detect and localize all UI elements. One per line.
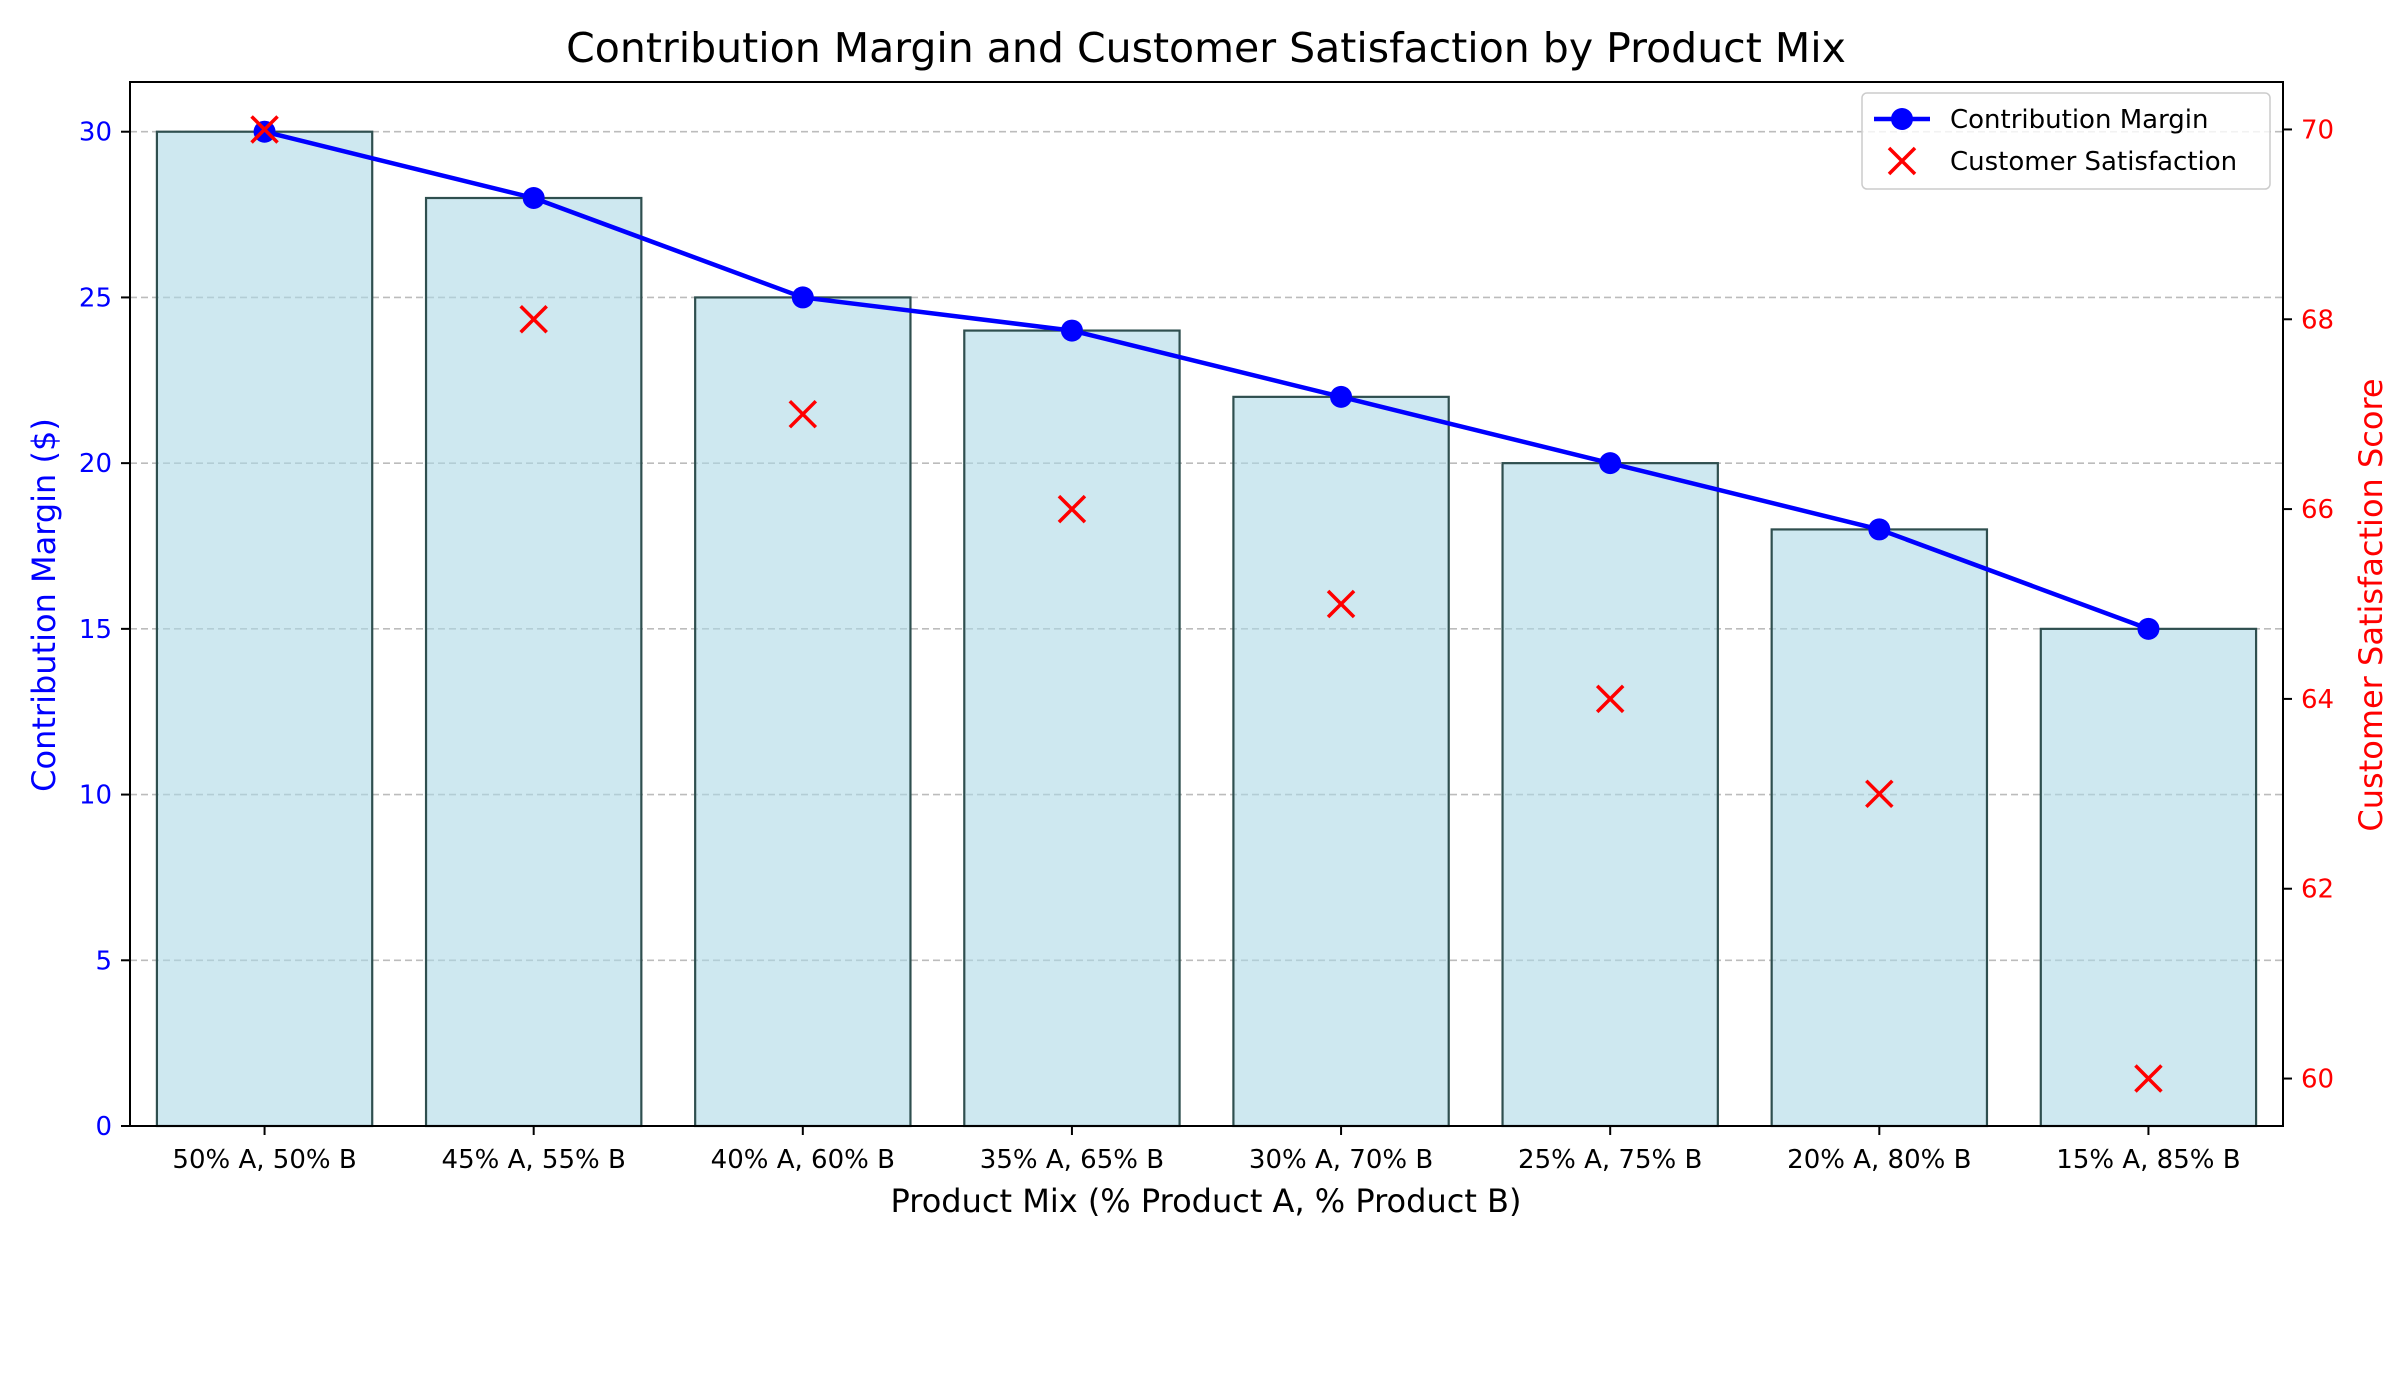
scatter-stroke: [2134, 1064, 2163, 1093]
line-point: [2137, 617, 2160, 640]
bar: [694, 296, 912, 1128]
scatter-point: [1057, 494, 1087, 524]
scatter-stroke: [1326, 589, 1356, 619]
scatter-stroke: [1865, 779, 1894, 809]
scatter-point: [1595, 684, 1625, 714]
y-axis-label: Contribution Margin ($): [25, 418, 63, 792]
legend-x-stroke: [1887, 146, 1917, 176]
y2-tick-label: 66: [2301, 495, 2334, 525]
scatter-point: [1865, 779, 1894, 809]
y-tick-label: 30: [79, 118, 112, 148]
bar: [963, 329, 1181, 1128]
scatter-stroke: [1057, 494, 1087, 524]
bar: [1501, 462, 1719, 1128]
line-point: [1330, 385, 1353, 408]
line-point: [522, 187, 545, 209]
x-tick-label: 40% A, 60% B: [711, 1145, 895, 1175]
line-layer: [253, 120, 2160, 640]
y-tick-label: 5: [95, 946, 112, 976]
scatter-stroke: [519, 305, 548, 334]
scatter-point: [1326, 589, 1356, 619]
y2-axis-label: Customer Satisfaction Score: [2352, 378, 2390, 831]
scatter-point: [788, 399, 818, 429]
y2-tick-label: 64: [2301, 685, 2334, 715]
axes-layer: 0 5 10 15 20 25 30 60 62 64 66 68 70 50% A, 50% B 45% …: [79, 81, 2334, 1175]
scatter-point: [250, 115, 279, 144]
scatter-point: [2134, 1064, 2163, 1093]
x-tick-label: 30% A, 70% B: [1249, 1145, 1433, 1175]
y2-tick-label: 62: [2301, 875, 2334, 905]
scatter-stroke: [250, 115, 279, 144]
x-tick-label: 35% A, 65% B: [980, 1145, 1164, 1175]
line-point: [1599, 452, 1622, 475]
legend-box: [1861, 92, 2271, 190]
legend: Contribution Margin Customer Satisfactio…: [1861, 92, 2271, 190]
legend-line-marker-icon: [1874, 108, 1930, 130]
legend-label-customer-satisfaction: Customer Satisfaction: [1950, 147, 2237, 177]
y-tick-label: 25: [79, 283, 112, 313]
y2-tick-label: 60: [2301, 1065, 2334, 1095]
y-tick-label: 0: [95, 1112, 112, 1142]
y2-tick-label: 70: [2301, 115, 2334, 145]
x-tick-label: 15% A, 85% B: [2056, 1145, 2240, 1175]
line-point: [791, 286, 814, 309]
line-point: [1060, 319, 1083, 342]
legend-line-dot: [1891, 108, 1913, 130]
y-tick-label: 20: [79, 449, 112, 479]
scatter-stroke: [1595, 684, 1625, 714]
y-tick-label: 15: [79, 615, 112, 645]
x-tick-label: 50% A, 50% B: [172, 1145, 356, 1175]
scatter-stroke: [788, 399, 818, 429]
y2-tick-label: 68: [2301, 305, 2334, 335]
chart-title: Contribution Margin and Customer Satisfa…: [566, 24, 1846, 72]
bar: [424, 196, 643, 1128]
bar: [2039, 627, 2258, 1128]
x-axis-label: Product Mix (% Product A, % Product B): [891, 1182, 1522, 1220]
scatter-layer: [250, 115, 2163, 1093]
contribution-margin-line: [264, 129, 2150, 631]
plot-frame: [129, 81, 2284, 1127]
legend-label-contribution-margin: Contribution Margin: [1950, 105, 2209, 135]
bars-layer: [155, 130, 2258, 1128]
x-tick-label: 25% A, 75% B: [1518, 1145, 1702, 1175]
x-tick-label: 45% A, 55% B: [442, 1145, 626, 1175]
x-tick-label: 20% A, 80% B: [1787, 1145, 1971, 1175]
bar: [1770, 528, 1989, 1128]
scatter-point: [519, 305, 548, 334]
legend-x-marker-icon: [1887, 146, 1917, 176]
y-tick-label: 10: [79, 781, 112, 811]
bar: [1232, 395, 1450, 1128]
line-point: [1868, 518, 1891, 541]
bar: [155, 130, 374, 1128]
